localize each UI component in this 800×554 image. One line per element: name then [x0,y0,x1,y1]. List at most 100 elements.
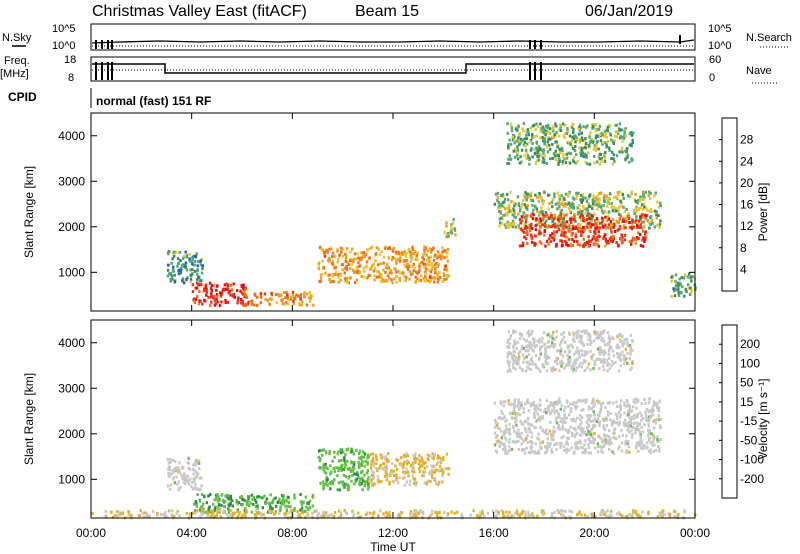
data-cell [424,270,427,274]
data-cell [630,429,633,433]
data-cell [347,476,350,480]
data-cell [516,145,519,149]
data-cell [686,283,690,287]
data-cell [336,488,339,492]
data-cell [338,509,341,513]
data-cell [551,219,554,223]
data-cell [694,286,697,290]
data-cell [346,487,349,491]
data-cell [649,448,652,452]
data-cell [403,460,406,464]
data-cell [431,509,434,513]
data-cell [581,244,585,248]
data-cell [497,201,500,205]
data-cell [402,271,405,275]
data-cell [281,502,284,506]
data-cell [587,451,590,455]
data-cell [338,488,341,492]
data-cell [180,474,183,478]
data-cell [415,481,418,485]
data-cell [611,450,614,454]
data-cell [556,145,559,149]
data-cell [506,122,509,126]
data-cell [643,196,646,200]
data-cell [213,303,217,307]
data-cell [625,150,628,154]
data-cell [689,286,692,290]
data-cell [181,477,184,481]
data-cell [253,513,257,516]
data-cell [584,212,588,215]
data-cell [589,433,592,436]
data-cell [633,237,636,241]
data-cell [607,439,610,443]
data-cell [500,194,503,197]
data-cell [611,238,614,242]
data-cell [357,476,360,480]
data-cell [550,403,553,407]
data-cell [329,464,332,468]
data-cell [509,122,513,126]
data-cell [630,133,634,137]
data-cell [236,510,239,514]
data-cell [529,148,533,152]
data-cell [526,331,529,335]
data-cell [415,457,418,461]
data-cell [229,497,232,501]
data-cell [632,509,635,512]
data-cell [626,153,630,157]
data-cell [500,402,503,406]
data-cell [324,462,327,466]
data-cell [261,506,264,510]
data-cell [259,292,263,296]
data-cell [579,334,582,338]
data-cell [428,454,431,458]
data-cell [510,200,513,204]
data-cell [531,240,534,244]
data-cell [539,130,542,133]
data-cell [599,153,603,156]
data-cell [537,367,540,371]
data-cell [580,513,583,517]
data-cell [565,440,569,444]
data-cell [341,268,344,272]
data-cell [572,362,575,366]
data-cell [620,340,624,344]
data-cell [541,202,545,206]
data-cell [657,414,660,417]
data-cell [595,140,599,144]
data-cell [572,352,576,356]
data-cell [407,461,410,464]
data-cell [632,426,635,430]
data-cell [599,333,602,337]
data-cell [583,219,587,223]
data-cell [648,209,651,213]
data-cell [169,278,172,281]
data-cell [610,138,613,142]
data-cell [524,148,528,152]
data-cell [621,219,624,223]
data-cell [626,423,630,427]
data-cell [311,504,315,508]
data-cell [568,224,571,228]
data-cell [403,476,406,479]
data-cell [687,286,690,290]
data-cell [587,235,590,239]
data-cell [582,361,585,365]
data-cell [434,267,437,271]
data-cell [330,247,333,251]
data-cell [531,217,535,221]
data-cell [622,226,626,230]
data-cell [592,235,595,239]
data-cell [403,273,406,277]
data-cell [551,431,555,435]
data-cell [194,509,197,513]
data-cell [559,445,562,449]
data-cell [182,481,186,484]
data-cell [514,155,517,159]
data-cell [656,440,659,444]
data-cell [575,194,579,198]
data-cell [631,361,634,365]
data-cell [503,430,506,434]
